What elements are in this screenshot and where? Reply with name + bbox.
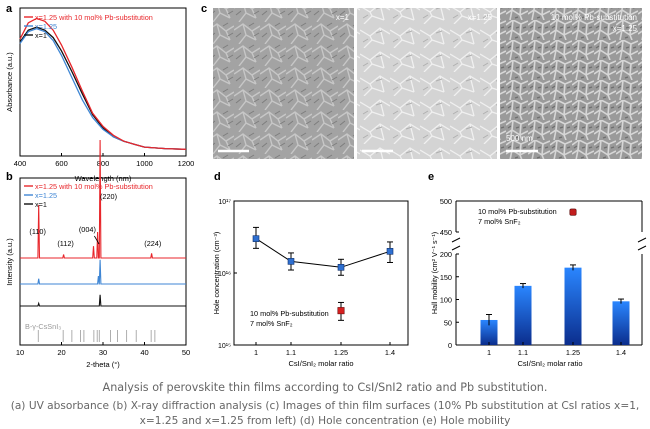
panel-e-xlabel: CsI/SnI₂ molar ratio [517, 359, 582, 368]
figure-caption-title: Analysis of perovskite thin films accord… [102, 381, 548, 394]
sem-label-x125: x=1.25 [468, 13, 493, 22]
panel-d-point [386, 248, 394, 255]
panel-e-bar [480, 319, 498, 345]
sem-image-x1: x=1 [213, 8, 354, 159]
panel-b-trace-2 [20, 294, 186, 307]
panel-e-annotation-line2: 7 mol% SnF₂ [478, 217, 521, 226]
panel-a-xtick-label: 400 [14, 159, 27, 168]
panel-d-xlabel: CsI/SnI₂ molar ratio [288, 359, 353, 368]
sem-label-x1: x=1 [336, 13, 350, 22]
panel-letter-e: e [428, 171, 434, 183]
panel-a-xtick-label: 1200 [178, 159, 195, 168]
panel-b-legend-black: x=1 [35, 200, 47, 209]
panel-b-chart: (110) (112) (004) (220) (224) 10 20 30 40 50 Int… [5, 139, 190, 369]
panel-b-legend-blue: x=1.25 [35, 191, 57, 200]
panel-b-peak-label: (112) [57, 239, 74, 248]
panel-d-point [337, 263, 345, 271]
panel-d-line [255, 238, 391, 268]
panel-b-reference-label: B-γ-CsSnI₃ [25, 322, 61, 331]
panel-a-curve-0 [19, 17, 187, 150]
panel-b-peak-label: (224) [144, 239, 161, 248]
figure: a c b d e 400 600 800 1000 1200 Absorbance (… [5, 3, 647, 369]
panel-d-xtick-label: 1.1 [286, 348, 296, 357]
sem-label-pb-line1: 10 mol% Pb-substitution [551, 13, 637, 22]
panel-e-chart: 0 50 100 150 200 450 500 1 1.1 1.25 1.4 Hall mobi… [430, 197, 647, 368]
figure-caption-body: (a) UV absorbance (b) X-ray diffraction … [10, 400, 640, 427]
panel-e-ytick-label: 450 [440, 228, 452, 237]
panel-d-point [287, 258, 295, 265]
panel-d-annotation-point [337, 307, 345, 315]
panel-e-axis-break [637, 245, 647, 251]
panel-e-ytick-label: 200 [440, 250, 452, 259]
panel-b-xtick-label: 30 [99, 348, 107, 357]
panel-e-ytick-label: 100 [440, 296, 452, 305]
panel-b-legend-red: x=1.25 with 10 mol% Pb-substitution [35, 182, 153, 191]
panel-b-xtick-label: 40 [140, 348, 148, 357]
panel-a-legend: x=1.25 with 10 mol% Pb-substitution x=1.… [24, 13, 153, 40]
sem-image-x125: x=1.25 [357, 8, 497, 159]
panel-e-bar [514, 285, 532, 345]
panel-d-annotation-line2: 7 mol% SnF₂ [250, 319, 293, 328]
panel-d-point [252, 235, 260, 242]
panel-b-xlabel: 2-theta (°) [86, 360, 120, 369]
panel-e-annotation-line1: 10 mol% Pb-substitution [478, 207, 557, 216]
panel-b-peak-label: (004) [79, 225, 96, 234]
panel-a-xtick-label: 600 [55, 159, 68, 168]
sem-label-pb-line2: x=1.25 [613, 24, 638, 33]
panel-d-ylabel: Hole concentration (cm⁻³) [212, 232, 221, 314]
panel-e-xtick-label: 1.25 [566, 348, 580, 357]
panel-b-legend: x=1.25 with 10 mol% Pb-substitution x=1.… [24, 182, 153, 209]
panel-e-ytick-label: 50 [444, 318, 452, 327]
panel-letter-d: d [214, 171, 221, 183]
panel-d-ytick-label: 10¹⁶ [218, 271, 231, 278]
panel-a-curve-2 [19, 26, 187, 150]
panel-b-trace-0 [20, 139, 186, 259]
panel-a-curve-1 [19, 28, 187, 150]
panel-b-xtick-label: 20 [57, 348, 65, 357]
panel-b-ylabel: Intensity (a.u.) [5, 238, 14, 286]
panel-b-xtick-label: 50 [182, 348, 190, 357]
panel-b-xtick-label: 10 [16, 348, 24, 357]
panel-d-xtick-label: 1 [254, 348, 258, 357]
panel-e-xtick-label: 1.1 [518, 348, 528, 357]
panel-e-xtick-label: 1.4 [616, 348, 626, 357]
panel-a-xtick-label: 800 [97, 159, 110, 168]
panel-e-bar [564, 267, 582, 345]
panel-d-ytick-label: 10¹⁷ [218, 199, 231, 206]
panel-e-ytick-label: 0 [448, 341, 452, 350]
panel-e-axis-break [451, 245, 461, 251]
panel-e-xtick-label: 1 [487, 348, 491, 357]
panel-d-annotation-line1: 10 mol% Pb-substitution [250, 309, 329, 318]
panel-c-sem-images: x=1 x=1.25 10 mol% Pb-substitution x=1.2… [213, 8, 642, 159]
panel-e-axis-break [451, 237, 461, 243]
panel-b-peak-arrow [94, 235, 100, 245]
panel-a-xtick-label: 1000 [136, 159, 153, 168]
panel-e-ylabel: Hall mobility (cm² V⁻¹ s⁻¹) [430, 232, 439, 314]
panel-e-annotation-point [569, 208, 577, 216]
panel-d-xtick-label: 1.25 [334, 348, 348, 357]
panel-e-ytick-label: 500 [440, 197, 452, 206]
panel-b-peak-label: (220) [100, 192, 117, 201]
panel-e-ytick-label: 150 [440, 273, 452, 282]
panel-a-ylabel: Absorbance (a.u.) [5, 52, 14, 112]
panel-letter-c: c [201, 3, 207, 15]
panel-a-legend-black: x=1 [35, 31, 47, 40]
panel-letter-a: a [6, 3, 13, 15]
panel-e-axis-break [637, 237, 647, 243]
panel-b-peak-label: (110) [29, 227, 46, 236]
panel-letter-b: b [6, 171, 13, 183]
panel-b-trace-1 [20, 259, 186, 285]
sem-scale-bar-label: 500 nm [506, 134, 533, 143]
panel-d-chart: 10¹⁵ 10¹⁶ 10¹⁷ 1 1.1 1.25 1.4 Hole concentrat… [212, 199, 409, 368]
sem-image-pb-x125: 10 mol% Pb-substitution x=1.25 500 nm [500, 8, 642, 159]
panel-d-xtick-label: 1.4 [385, 348, 395, 357]
panel-a-legend-red: x=1.25 with 10 mol% Pb-substitution [35, 13, 153, 22]
panel-a-legend-blue: x=1.25 [35, 22, 57, 31]
panel-e-bar [612, 301, 630, 345]
panel-d-ytick-label: 10¹⁵ [218, 343, 231, 350]
